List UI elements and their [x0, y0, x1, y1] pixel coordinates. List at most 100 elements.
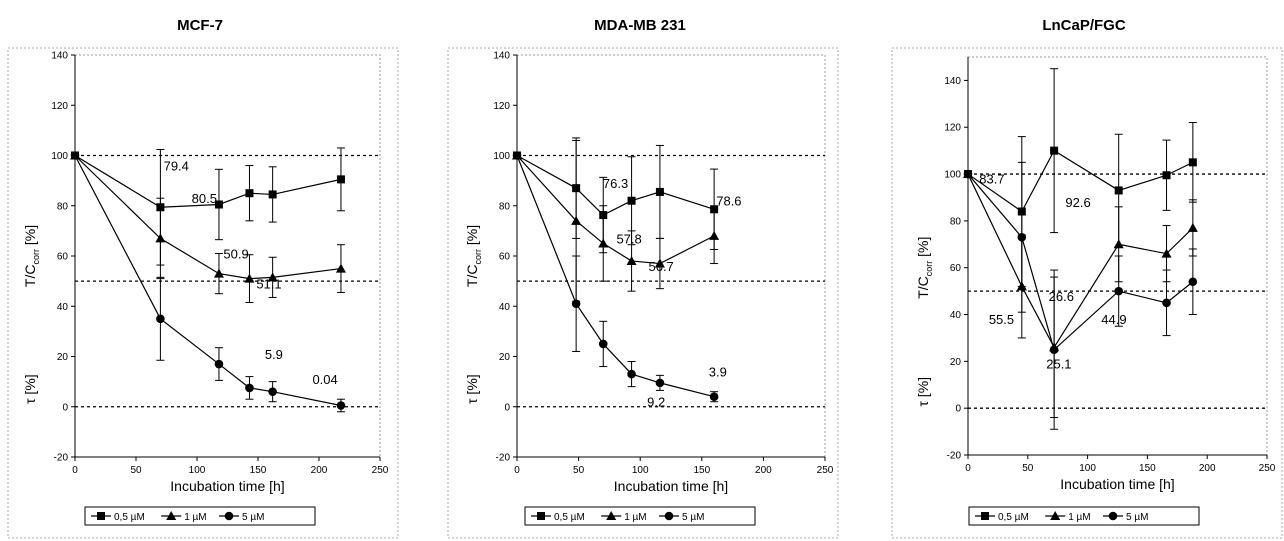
y-label-main: T/C — [464, 265, 480, 288]
data-point — [1017, 232, 1027, 242]
data-point — [1187, 222, 1198, 232]
x-tick-label: 250 — [1259, 463, 1276, 474]
x-tick-label: 50 — [573, 465, 585, 476]
y-tick-label: 120 — [51, 101, 68, 112]
legend-marker — [97, 512, 105, 520]
y-tick-label: 140 — [944, 76, 961, 87]
data-point — [70, 151, 80, 160]
data-annotation: 5.9 — [265, 347, 283, 362]
legend-label: 5 µM — [682, 512, 704, 523]
y-label-unit: [%] — [915, 237, 931, 261]
data-point — [1162, 298, 1171, 308]
svg-text:τ [%]: τ [%] — [915, 377, 931, 407]
data-point — [244, 273, 255, 283]
x-tick-label: 150 — [693, 465, 710, 476]
data-annotation: 25.1 — [1046, 357, 1071, 372]
svg-text:T/Ccorr [%]: T/Ccorr [%] — [915, 237, 934, 299]
data-annotation: 0.04 — [312, 372, 337, 387]
x-tick-label: 0 — [72, 465, 78, 476]
svg-text:T/Ccorr [%]: T/Ccorr [%] — [22, 225, 41, 287]
data-point — [1049, 345, 1059, 354]
legend-label: 0,5 µM — [554, 512, 585, 523]
x-tick-label: 0 — [965, 463, 971, 474]
data-point — [268, 190, 277, 199]
tau-axis-label: τ [%] — [915, 377, 931, 407]
x-axis-label: Incubation time [h] — [170, 478, 284, 494]
x-tick-label: 200 — [311, 465, 328, 476]
y-tick-label: 0 — [504, 402, 510, 413]
series-square — [71, 147, 345, 266]
data-point — [709, 392, 719, 402]
series-line — [967, 149, 1194, 213]
series-line — [74, 155, 342, 280]
data-annotation: 57.8 — [616, 231, 641, 246]
y-tick-label: 60 — [499, 252, 511, 263]
y-label-main: T/C — [22, 265, 38, 288]
legend-box — [968, 506, 1200, 526]
y-tick-label: 40 — [57, 302, 69, 313]
y-tick-label: 0 — [955, 404, 961, 415]
series-line — [516, 154, 715, 216]
data-point — [709, 230, 720, 240]
data-point — [1162, 171, 1171, 180]
data-point — [626, 256, 637, 266]
data-annotation: 3.9 — [709, 365, 727, 380]
y-tick-label: 100 — [51, 151, 68, 162]
y-label-sub: corr — [473, 249, 483, 265]
legend-marker — [981, 512, 989, 520]
series-line — [74, 155, 342, 407]
plot-area — [516, 54, 826, 458]
tau-axis-label: τ [%] — [464, 374, 480, 404]
y-tick-label: 60 — [950, 263, 962, 274]
data-point — [245, 189, 254, 198]
chart-title: LnCaP/FGC — [1042, 17, 1126, 34]
data-annotation: 83.7 — [979, 172, 1004, 187]
series-circle — [70, 151, 346, 413]
legend-marker — [1050, 511, 1061, 520]
legend-marker — [1108, 511, 1118, 521]
series-line — [967, 173, 1194, 351]
legend-label: 5 µM — [1126, 512, 1148, 523]
data-point — [267, 272, 278, 282]
y-tick-label: 120 — [493, 101, 510, 112]
y-tick-label: 20 — [950, 357, 962, 368]
legend-marker — [537, 512, 545, 520]
data-point — [214, 200, 223, 209]
data-annotation: 78.6 — [716, 194, 741, 209]
legend-box — [524, 506, 756, 526]
data-point — [214, 359, 224, 369]
x-tick-label: 0 — [514, 465, 520, 476]
data-point — [245, 383, 254, 393]
data-point — [1188, 277, 1198, 287]
y-tick-label: 0 — [62, 402, 68, 413]
legend-marker — [606, 511, 617, 520]
x-tick-label: 150 — [250, 465, 267, 476]
data-point — [335, 263, 346, 273]
data-point — [654, 258, 665, 268]
data-point — [655, 187, 664, 196]
y-tick-label: 100 — [493, 151, 510, 162]
y-axis-label: T/Ccorr [%] — [22, 225, 41, 287]
tau-axis-label: τ [%] — [22, 374, 38, 404]
y-tick-label: 60 — [57, 252, 69, 263]
series-line — [516, 155, 715, 398]
data-annotation: 76.3 — [603, 176, 628, 191]
legend-marker — [664, 511, 674, 521]
y-tick-label: 80 — [57, 201, 69, 212]
data-point — [571, 215, 582, 225]
x-tick-label: 50 — [1022, 463, 1034, 474]
x-tick-label: 200 — [1199, 463, 1216, 474]
y-axis-label: T/Ccorr [%] — [915, 237, 934, 299]
legend-label: 0,5 µM — [998, 512, 1029, 523]
y-tick-label: -20 — [496, 453, 511, 464]
plot-area — [967, 56, 1268, 456]
y-tick-label: 100 — [944, 170, 961, 181]
data-annotation: 56.7 — [648, 259, 673, 274]
y-tick-label: 80 — [499, 201, 511, 212]
legend-label: 0,5 µM — [114, 512, 145, 523]
chart-title: MDA-MB 231 — [594, 17, 686, 34]
data-annotation: 79.4 — [164, 159, 189, 174]
y-tick-label: -20 — [54, 453, 69, 464]
chart-title: MCF-7 — [177, 17, 223, 34]
